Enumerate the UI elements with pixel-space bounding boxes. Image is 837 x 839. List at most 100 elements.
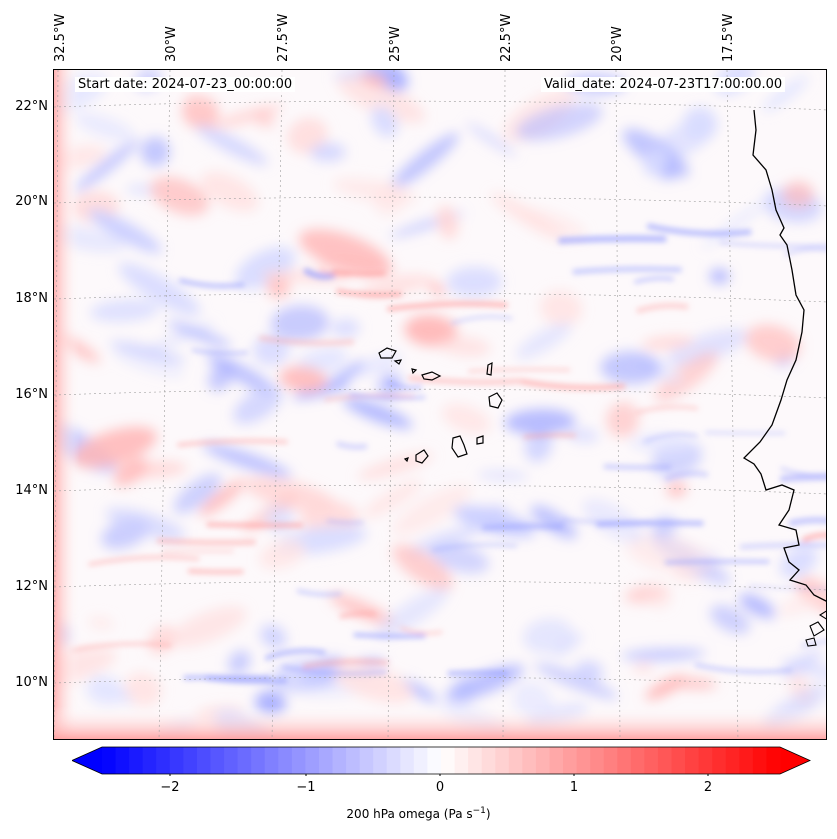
lat-label-18n: 18°N <box>15 291 48 306</box>
ascent-streak <box>450 315 513 325</box>
ascent-patch <box>332 70 392 80</box>
colorbar-step <box>400 747 415 774</box>
colorbar-step <box>156 747 171 774</box>
ascent-streak <box>387 380 423 390</box>
colorbar-step <box>617 747 632 774</box>
descent-streak <box>635 302 689 314</box>
ascent-patch <box>310 142 346 162</box>
ascent-patch <box>317 360 365 397</box>
ascent-patch <box>430 542 490 574</box>
ascent-patch <box>574 660 604 682</box>
colorbar-extend-max <box>780 747 810 774</box>
omega-field-streaks <box>70 223 826 684</box>
descent-patch <box>776 581 826 616</box>
ascent-patch <box>173 473 222 514</box>
colorbar-step <box>481 747 496 774</box>
ascent-patch <box>553 632 583 657</box>
descent-patch <box>363 480 422 518</box>
lon-label-30w: 30°W <box>164 26 179 62</box>
ascent-patch <box>534 662 618 700</box>
ascent-streak <box>296 589 342 597</box>
descent-patch <box>259 539 306 569</box>
colorbar-step <box>115 747 130 774</box>
colorbar-tick-neg2: −2 <box>160 780 180 795</box>
colorbar-outline <box>72 746 811 775</box>
lon-label-27-5w: 27.5°W <box>276 13 291 62</box>
colorbar-step <box>630 747 645 774</box>
descent-patch <box>641 335 695 350</box>
ascent-patch <box>390 132 459 190</box>
ascent-streak <box>353 633 426 639</box>
descent-streak <box>177 439 288 447</box>
descent-patch <box>519 208 587 239</box>
ascent-patch <box>504 409 576 435</box>
ascent-patch <box>530 505 577 539</box>
colorbar-step <box>332 747 347 774</box>
ascent-patch <box>779 546 818 578</box>
descent-patch <box>373 182 406 216</box>
ascent-patch <box>233 386 283 424</box>
descent-streak <box>336 288 402 298</box>
descent-patch <box>148 625 176 655</box>
ascent-patch <box>709 268 730 284</box>
ascent-patch <box>600 351 662 385</box>
colorbar-step <box>535 747 550 774</box>
south-boundary-band <box>54 706 826 739</box>
colorbar-step <box>183 747 198 774</box>
colorbar-step <box>468 747 483 774</box>
ascent-streak <box>780 474 826 482</box>
colorbar-step <box>725 747 740 774</box>
lon-label-20w: 20°W <box>610 26 625 62</box>
ascent-patch <box>74 112 135 141</box>
descent-streak <box>408 375 521 385</box>
colorbar-step <box>427 747 442 774</box>
colorbar-step <box>346 747 361 774</box>
descent-patch <box>88 617 114 629</box>
colorbar-tick-1: 1 <box>569 780 579 795</box>
colorbar-step <box>644 747 659 774</box>
ascent-patch <box>739 593 776 619</box>
descent-patch <box>782 180 814 208</box>
descent-patch <box>266 274 290 299</box>
descent-patch <box>606 402 639 438</box>
ascent-patch <box>196 124 268 166</box>
descent-patch <box>664 677 718 690</box>
cape-verde-islands <box>378 347 503 464</box>
ascent-streak <box>788 517 826 527</box>
ascent-patch <box>481 504 507 522</box>
colorbar-step <box>671 747 686 774</box>
ascent-patch <box>167 321 232 348</box>
descent-patch <box>666 481 687 497</box>
ascent-streak <box>326 519 364 525</box>
ascent-patch <box>88 209 162 254</box>
lat-label-20n: 20°N <box>15 194 48 209</box>
colorbar-step <box>712 747 727 774</box>
ascent-patch <box>446 266 503 298</box>
colorbar-step <box>522 747 537 774</box>
descent-patch <box>298 229 391 275</box>
ascent-patch <box>270 305 330 341</box>
colorbar-step <box>129 747 144 774</box>
colorbar-step <box>698 747 713 774</box>
colorbar-steps <box>72 747 810 774</box>
ascent-patch <box>371 106 398 138</box>
colorbar-step <box>413 747 428 774</box>
descent-patch <box>655 351 718 402</box>
ascent-patch <box>515 103 603 141</box>
descent-patch <box>428 281 446 297</box>
ascent-streak <box>665 559 770 564</box>
descent-patch <box>442 403 491 434</box>
colorbar-step <box>102 747 117 774</box>
colorbar-step <box>237 747 252 774</box>
ascent-patch <box>105 507 186 541</box>
descent-streak <box>332 268 386 276</box>
ascent-streak <box>447 670 508 676</box>
west-boundary-band <box>54 70 80 739</box>
coast-islands-bissau <box>805 610 826 647</box>
descent-patch <box>361 274 432 297</box>
colorbar-step <box>495 747 510 774</box>
lat-label-16n: 16°N <box>15 387 48 402</box>
ascent-streak <box>264 648 326 661</box>
ascent-patch <box>630 434 694 452</box>
ascent-streak <box>560 518 652 524</box>
